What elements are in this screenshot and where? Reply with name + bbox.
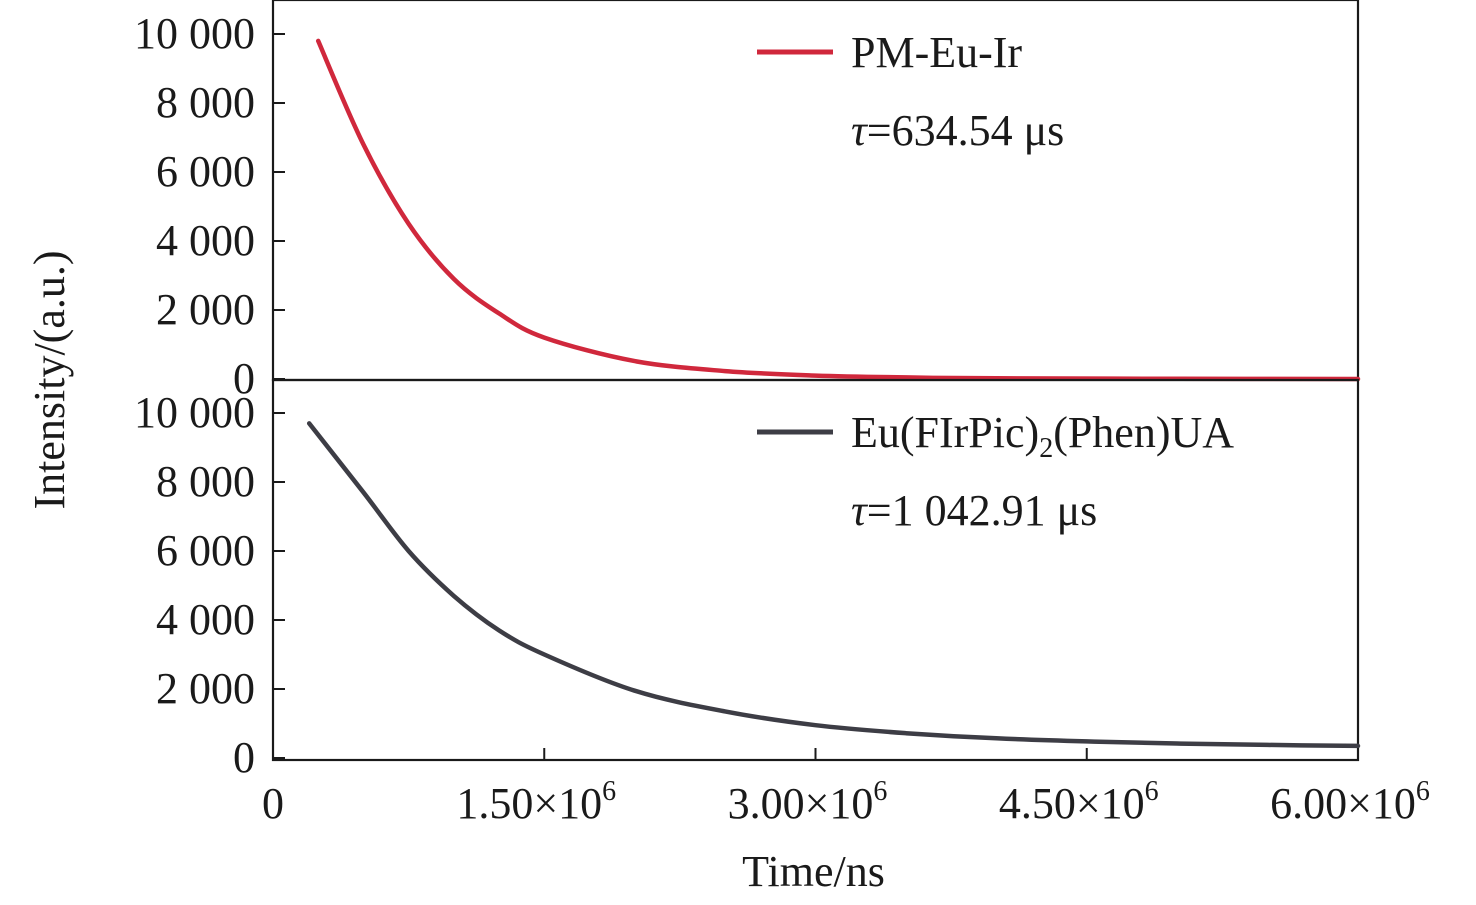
bottom-panel-ytick-label: 8 000	[156, 457, 255, 506]
top-panel-ytick-label: 0	[233, 354, 255, 403]
top-panel-lifetime-label: τ=634.54 μs	[851, 106, 1064, 155]
x-axis: 0 1.50×106 3.00×106 4.50×106 6.00×106	[262, 748, 1430, 828]
x-tick-label: 6.00×106	[1270, 776, 1430, 828]
top-panel-ytick-label: 8 000	[156, 78, 255, 127]
bottom-panel-ytick-label: 2 000	[156, 664, 255, 713]
panels-layer: 0 2 000 4 000 6 000 8 000 10 000 PM-Eu-Ir τ=634…	[134, 0, 1430, 828]
bottom-panel-ytick-label: 0	[233, 733, 255, 782]
x-tick-label: 0	[262, 779, 284, 828]
bottom-panel-series-line	[306, 421, 1361, 749]
y-axis-title: Intensity/(a.u.)	[25, 250, 74, 509]
top-panel-ytick-label: 4 000	[156, 216, 255, 265]
top-panel-ytick-label: 10 000	[134, 9, 255, 58]
top-panel-series-line	[315, 38, 1361, 382]
x-tick-label: 4.50×106	[999, 776, 1159, 828]
x-tick-label: 1.50×106	[456, 776, 616, 828]
bottom-panel: 0 2 000 4 000 6 000 8 000 10 000 Eu(FIrPic)2(P…	[134, 378, 1361, 782]
x-tick-label: 3.00×106	[728, 776, 888, 828]
bottom-panel-ytick-label: 10 000	[134, 388, 255, 437]
top-panel: 0 2 000 4 000 6 000 8 000 10 000 PM-Eu-Ir τ=634…	[134, 0, 1361, 403]
top-panel-legend-label: PM-Eu-Ir	[851, 28, 1022, 77]
bottom-panel-ytick-label: 4 000	[156, 595, 255, 644]
bottom-panel-ytick-label: 6 000	[156, 526, 255, 575]
bottom-panel-legend-label: Eu(FIrPic)2(Phen)UA	[851, 408, 1234, 464]
bottom-panel-lifetime-label: τ=1 042.91 μs	[851, 486, 1097, 535]
x-axis-title: Time/ns	[742, 847, 885, 896]
top-panel-ytick-label: 6 000	[156, 147, 255, 196]
top-panel-frame	[271, 0, 1360, 382]
top-panel-ytick-label: 2 000	[156, 285, 255, 334]
